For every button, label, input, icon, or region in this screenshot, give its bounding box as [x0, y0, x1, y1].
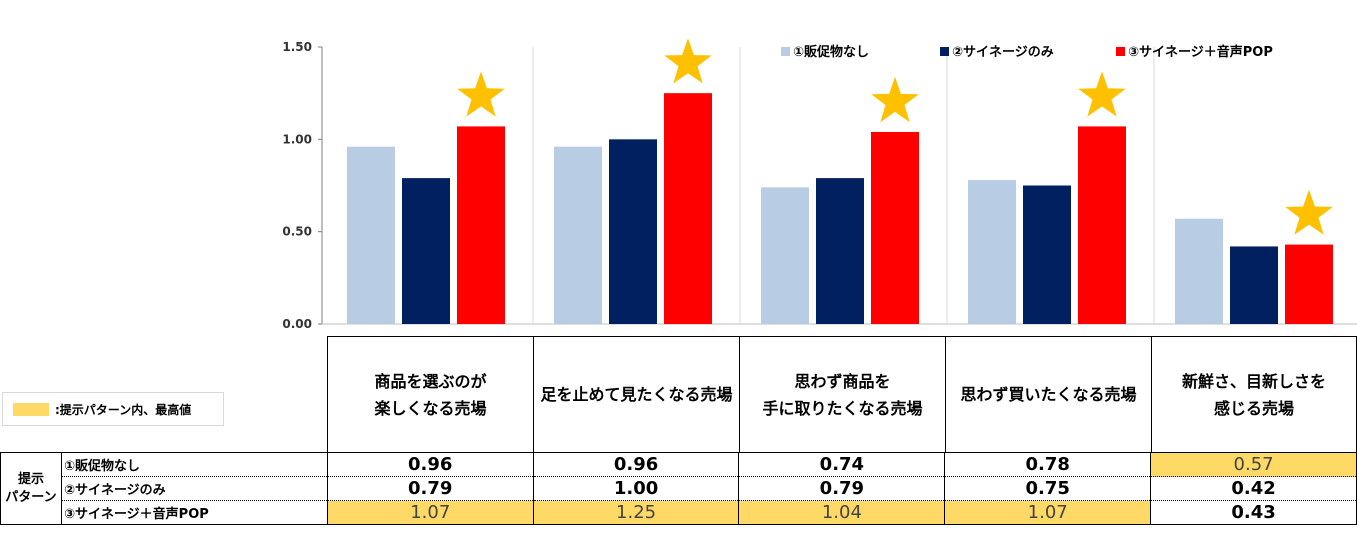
value-cell: 1.25 [532, 500, 740, 525]
value-cell: 1.07 [326, 500, 534, 525]
bar [1175, 218, 1223, 324]
value-cell: 0.79 [326, 476, 534, 501]
value-cell: 1.07 [944, 500, 1152, 525]
table-row: 提示 パターン ①販促物なし 0.96 0.96 0.74 0.78 0.57 [0, 452, 1357, 525]
y-tick-label: 1.50 [282, 40, 312, 54]
highlight-legend: :提示パターン内、最高値 [2, 392, 224, 426]
bar [402, 178, 450, 324]
value-cell: 1.04 [738, 500, 946, 525]
category-header-row: 商品を選ぶのが 楽しくなる売場 足を止めて見たくなる売場 思わず商品を 手に取りたく… [327, 336, 1357, 452]
value-cell: 0.43 [1150, 500, 1357, 525]
bar [609, 139, 657, 324]
value-cell: 0.96 [326, 452, 534, 477]
bar [1230, 246, 1278, 324]
row-label: ①販促物なし [60, 452, 328, 477]
bar [871, 131, 919, 324]
bar [1023, 185, 1071, 324]
bar [816, 178, 864, 324]
highlight-legend-swatch [13, 402, 49, 416]
legend-swatch [940, 47, 949, 56]
legend-label: ③サイネージ＋音声POP [1128, 44, 1273, 60]
bar [761, 187, 809, 324]
category-label: 足を止めて見たくなる売場 [533, 336, 739, 452]
value-cell: 0.42 [1150, 476, 1357, 501]
highlight-legend-label: :提示パターン内、最高値 [55, 402, 192, 417]
bar [457, 126, 505, 324]
y-tick-label: 0.00 [282, 317, 312, 331]
star-icon [871, 76, 919, 123]
value-cell: 0.74 [738, 452, 946, 477]
value-cell: 0.78 [944, 452, 1152, 477]
category-label: 商品を選ぶのが 楽しくなる売場 [327, 336, 533, 452]
legend-label: ①販促物なし [793, 44, 869, 60]
value-cell: 0.96 [532, 452, 740, 477]
category-label: 思わず買いたくなる売場 [945, 336, 1151, 452]
category-label: 思わず商品を 手に取りたくなる売場 [739, 336, 945, 452]
star-icon [1285, 189, 1333, 235]
legend-label: ②サイネージのみ [952, 45, 1054, 60]
data-table: 提示 パターン ①販促物なし 0.96 0.96 0.74 0.78 0.57 ②サイネージの… [0, 452, 1357, 525]
star-icon [1078, 71, 1126, 117]
row-label: ③サイネージ＋音声POP [60, 500, 328, 525]
table-row: ③サイネージ＋音声POP 1.07 1.25 1.04 1.07 0.43 [1, 500, 1357, 525]
table-row: ②サイネージのみ 0.79 1.00 0.79 0.75 0.42 [1, 476, 1357, 501]
category-label: 新鮮さ、目新しさを 感じる売場 [1151, 336, 1357, 452]
value-cell: 1.00 [532, 476, 740, 501]
bar [347, 146, 395, 324]
row-label: ②サイネージのみ [60, 476, 328, 501]
bar [1078, 126, 1126, 324]
value-cell: 0.57 [1150, 452, 1357, 477]
value-cell: 0.75 [944, 476, 1152, 501]
bar [664, 93, 712, 325]
value-cell: 0.79 [738, 476, 946, 501]
row-group-label: 提示 パターン [0, 452, 62, 525]
bar [554, 146, 602, 324]
bar [1285, 244, 1333, 324]
y-tick-label: 0.50 [282, 225, 312, 239]
legend-swatch [781, 47, 790, 56]
bar [968, 179, 1016, 324]
star-icon [457, 71, 505, 117]
legend-swatch [1116, 47, 1125, 56]
star-icon [664, 38, 712, 84]
y-tick-label: 1.00 [282, 132, 312, 146]
bar-chart: 0.00 0.50 1.00 1.50 ①販促物なし ②サイネージのみ ③サイネージ＋音声P… [282, 38, 1357, 331]
